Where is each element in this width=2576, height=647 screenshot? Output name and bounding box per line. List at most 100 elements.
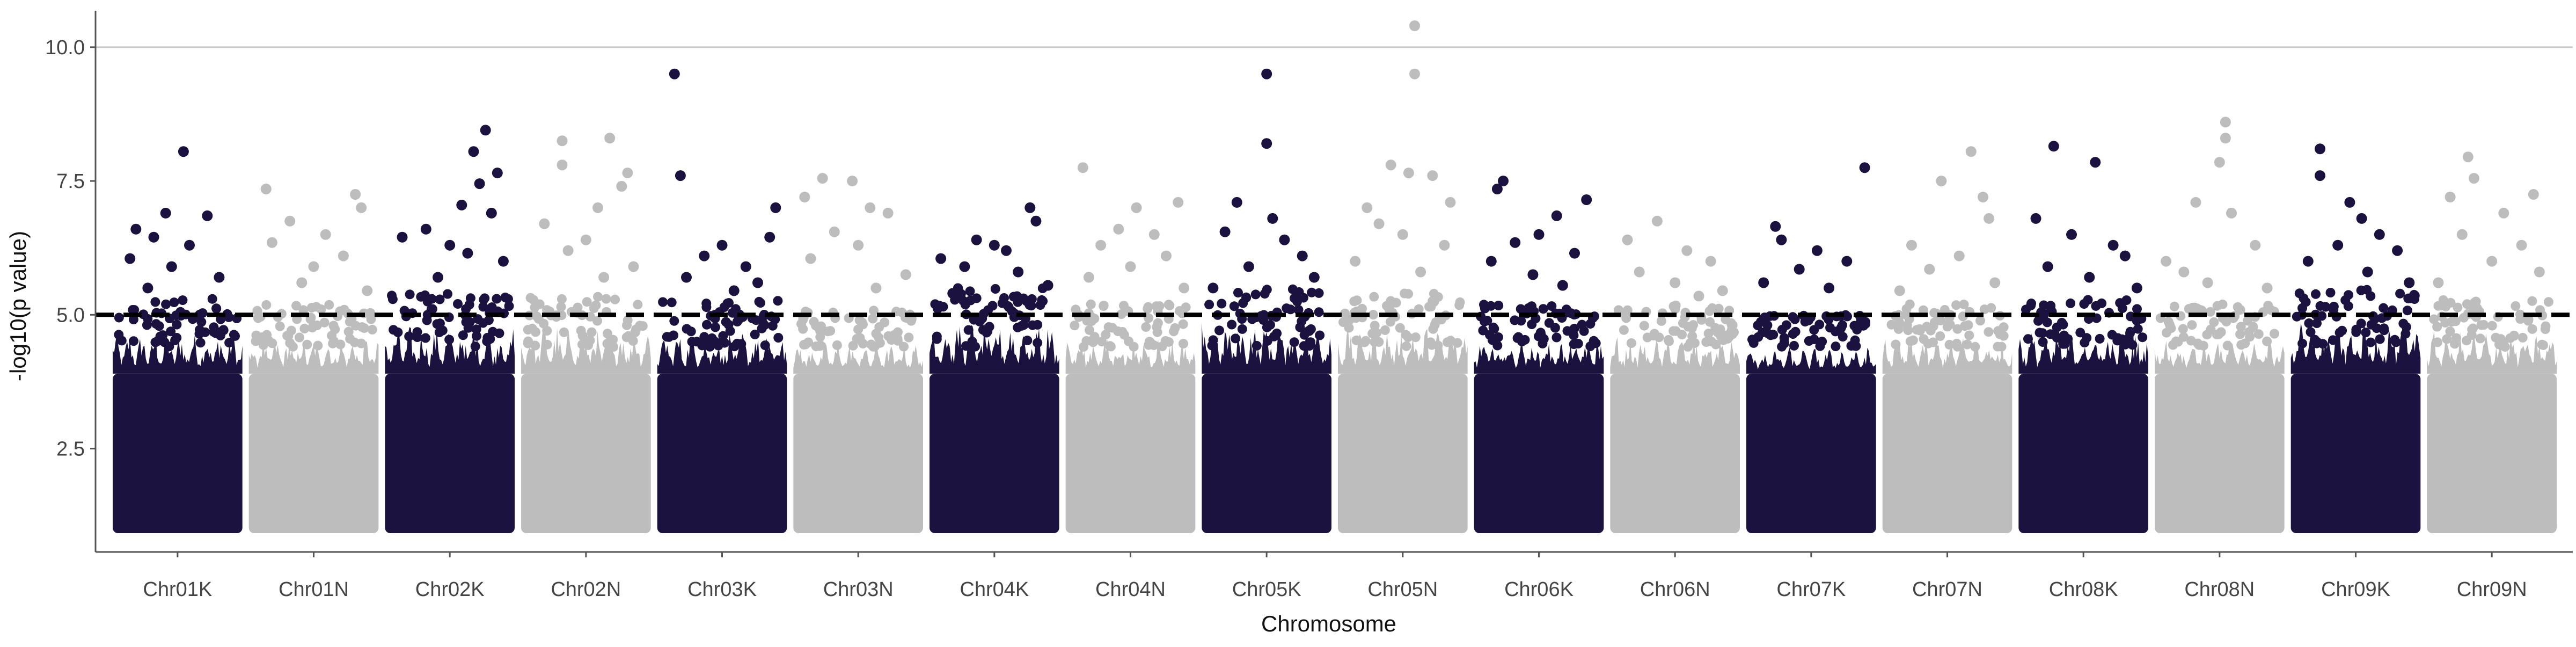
snp-outlier-point — [1651, 215, 1663, 227]
snp-outlier-point — [1131, 202, 1142, 213]
snp-point — [1033, 338, 1043, 348]
snp-point — [609, 342, 619, 352]
snp-point — [1289, 337, 1299, 347]
band-edge-Chr04N — [1065, 339, 1196, 374]
x-tick-label: Chr07N — [1912, 578, 1982, 601]
snp-point — [1097, 337, 1107, 347]
dense-band-Chr07K — [1746, 373, 1876, 533]
snp-point — [470, 341, 480, 352]
snp-point — [1748, 338, 1759, 348]
snp-outlier-point — [1231, 197, 1242, 208]
snp-point — [1619, 325, 1629, 335]
snp-outlier-point — [284, 215, 296, 227]
snp-point — [869, 306, 879, 316]
band-edge-Chr07K — [1746, 347, 1876, 374]
snp-point — [1217, 299, 1227, 309]
snp-point — [990, 284, 1000, 294]
snp-point — [2236, 340, 2246, 350]
snp-point — [1858, 321, 1869, 331]
snp-point — [1928, 321, 1938, 331]
snp-point — [701, 299, 712, 309]
snp-outlier-point — [716, 239, 728, 251]
snp-outlier-point — [1581, 194, 1592, 205]
snp-point — [1370, 337, 1380, 347]
snp-point — [2375, 334, 2385, 344]
snp-point — [2187, 320, 2197, 330]
snp-point — [1777, 325, 1787, 335]
snp-point — [1265, 320, 1275, 330]
snp-outlier-point — [1936, 176, 1947, 187]
snp-point — [1804, 336, 1814, 346]
snp-point — [2523, 316, 2534, 326]
snp-point — [1577, 319, 1587, 330]
snp-point — [798, 324, 808, 334]
snp-point — [2297, 338, 2308, 348]
snp-point — [1902, 310, 1912, 320]
snp-point — [1831, 341, 1841, 352]
snp-point — [2515, 309, 2525, 319]
snp-outlier-point — [557, 135, 568, 147]
snp-point — [667, 297, 677, 308]
snp-point — [2356, 285, 2366, 295]
snp-point — [2212, 301, 2222, 311]
snp-point — [1626, 338, 1636, 348]
dense-band-Chr01N — [248, 373, 379, 533]
snp-point — [1701, 337, 1711, 347]
snp-point — [169, 297, 179, 308]
snp-outlier-point — [1397, 229, 1408, 240]
snp-point — [997, 298, 1007, 308]
x-tick-label: Chr08N — [2184, 578, 2255, 601]
snp-point — [2082, 333, 2092, 343]
snp-point — [1262, 285, 1272, 295]
snp-point — [1314, 307, 1324, 317]
snp-point — [1089, 314, 1100, 324]
snp-point — [224, 338, 235, 348]
snp-point — [2202, 330, 2212, 340]
snp-point — [1984, 327, 1994, 337]
snp-point — [1569, 330, 1579, 340]
snp-point — [1670, 304, 1680, 314]
snp-outlier-point — [2250, 239, 2261, 251]
snp-outlier-point — [1491, 184, 1503, 194]
snp-point — [2475, 333, 2485, 344]
snp-point — [1993, 326, 2003, 336]
snp-outlier-point — [1362, 202, 1373, 213]
snp-outlier-point — [770, 202, 781, 213]
snp-outlier-point — [853, 239, 864, 251]
snp-outlier-point — [989, 239, 1000, 251]
snp-point — [434, 328, 444, 337]
snp-outlier-point — [1693, 290, 1704, 302]
snp-point — [963, 325, 974, 335]
snp-outlier-point — [598, 272, 610, 283]
snp-point — [725, 326, 735, 336]
snp-point — [1687, 323, 1697, 333]
snp-point — [2304, 318, 2314, 328]
snp-point — [166, 326, 176, 337]
snp-point — [1424, 302, 1434, 312]
snp-outlier-point — [160, 207, 171, 219]
snp-point — [324, 300, 334, 310]
snp-point — [870, 341, 880, 351]
snp-point — [420, 290, 430, 300]
snp-point — [2253, 329, 2264, 339]
snp-outlier-point — [1373, 218, 1385, 229]
snp-point — [2132, 304, 2142, 314]
x-tick-label: Chr09K — [2321, 578, 2390, 601]
snp-outlier-point — [971, 234, 982, 245]
snp-point — [258, 340, 268, 350]
snp-point — [2042, 317, 2052, 328]
snp-outlier-point — [1308, 272, 1320, 283]
snp-point — [1372, 328, 1382, 338]
snp-outlier-point — [1403, 168, 1414, 179]
snp-point — [576, 325, 586, 336]
band-edge-Chr03N — [793, 343, 923, 374]
snp-point — [367, 324, 377, 335]
snp-outlier-point — [2356, 213, 2367, 224]
snp-outlier-point — [2445, 192, 2456, 202]
snp-point — [195, 338, 206, 348]
snp-outlier-point — [1179, 282, 1190, 294]
snp-point — [757, 323, 767, 333]
x-tick-label: Chr06K — [1504, 578, 1574, 601]
snp-outlier-point — [2161, 256, 2172, 267]
